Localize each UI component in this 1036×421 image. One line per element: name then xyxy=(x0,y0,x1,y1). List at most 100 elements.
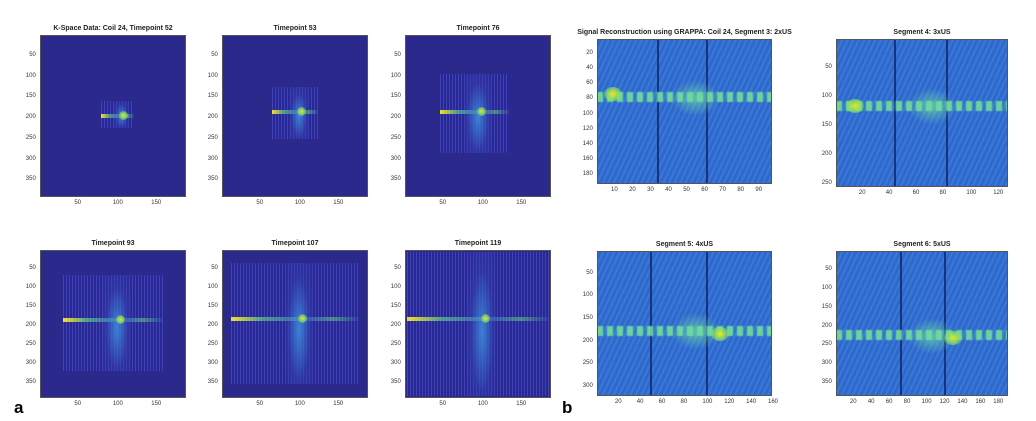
signal-glow xyxy=(908,317,957,354)
x-tick-label: 20 xyxy=(858,190,866,196)
x-tick-label: 150 xyxy=(333,200,344,206)
chart-title: Timepoint 119 xyxy=(454,240,502,247)
panel-label-b: b xyxy=(562,398,573,417)
x-tick-label: 50 xyxy=(74,200,82,206)
heatmap-image xyxy=(597,39,772,184)
y-tick-label: 250 xyxy=(390,134,401,141)
y-tick-label: 100 xyxy=(821,92,832,99)
heatmap-image xyxy=(222,250,368,398)
signal-streak xyxy=(271,110,319,115)
signal-streak xyxy=(101,113,134,118)
signal-peak xyxy=(846,98,865,113)
y-tick-label: 350 xyxy=(25,176,36,183)
y-tick-label: 150 xyxy=(25,302,36,309)
y-tick-label: 150 xyxy=(821,303,832,310)
y-tick-label: 250 xyxy=(25,340,36,347)
y-tick-label: 350 xyxy=(25,378,36,385)
x-tick-label: 140 xyxy=(957,399,968,405)
x-tick-label: 100 xyxy=(477,401,488,407)
y-tick-label: 350 xyxy=(390,176,401,183)
x-tick-label: 20 xyxy=(614,399,622,405)
y-tick-label: 50 xyxy=(29,264,36,271)
y-tick-label: 100 xyxy=(821,284,832,291)
heatmap-image xyxy=(222,35,368,197)
x-tick-label: 150 xyxy=(333,401,344,407)
y-tick-label: 20 xyxy=(586,50,593,57)
chart-title: Segment 5: 4xUS xyxy=(655,241,714,248)
x-tick-label: 80 xyxy=(939,190,947,196)
x-tick-label: 50 xyxy=(256,200,264,206)
chart-title: Timepoint 76 xyxy=(456,25,500,32)
x-tick-label: 100 xyxy=(477,200,488,206)
x-tick-label: 150 xyxy=(151,200,162,206)
y-tick-label: 80 xyxy=(586,95,593,102)
chart-title: K-Space Data: Coil 24, Timepoint 52 xyxy=(53,25,173,32)
x-tick-label: 100 xyxy=(112,401,123,407)
y-tick-label: 100 xyxy=(207,72,218,79)
y-tick-label: 150 xyxy=(25,93,36,100)
x-tick-label: 100 xyxy=(921,399,932,405)
y-tick-label: 200 xyxy=(582,337,593,344)
x-tick-label: 120 xyxy=(993,190,1004,196)
y-tick-label: 150 xyxy=(390,302,401,309)
y-tick-label: 120 xyxy=(582,125,593,132)
center-band xyxy=(284,263,313,384)
y-tick-label: 60 xyxy=(586,80,593,87)
heatmap-image xyxy=(405,250,551,398)
signal-glow xyxy=(670,313,720,350)
x-tick-label: 90 xyxy=(755,187,763,193)
y-tick-label: 350 xyxy=(390,378,401,385)
y-tick-label: 50 xyxy=(394,264,401,271)
y-tick-label: 150 xyxy=(207,302,218,309)
signal-peak xyxy=(297,314,307,324)
y-tick-label: 250 xyxy=(821,341,832,348)
y-tick-label: 300 xyxy=(25,155,36,162)
heatmap-image xyxy=(836,39,1008,187)
acquired-kspace-region xyxy=(231,263,359,384)
x-tick-label: 40 xyxy=(636,399,644,405)
signal-peak xyxy=(119,110,129,120)
y-tick-label: 350 xyxy=(207,378,218,385)
y-tick-label: 100 xyxy=(25,72,36,79)
x-tick-label: 40 xyxy=(885,190,893,196)
heatmap-image xyxy=(40,35,186,197)
chart-title: Timepoint 107 xyxy=(271,240,319,247)
x-tick-label: 140 xyxy=(746,399,757,405)
segment-seam xyxy=(649,251,652,396)
x-tick-label: 20 xyxy=(629,187,636,193)
y-tick-label: 140 xyxy=(582,140,593,147)
y-tick-label: 100 xyxy=(25,283,36,290)
y-tick-label: 300 xyxy=(207,359,218,366)
y-tick-label: 180 xyxy=(582,170,593,177)
acquired-kspace-region xyxy=(406,251,550,397)
signal-peak xyxy=(297,107,307,117)
y-tick-label: 50 xyxy=(586,269,593,276)
x-tick-label: 100 xyxy=(112,200,123,206)
x-tick-label: 50 xyxy=(256,401,264,407)
y-tick-label: 50 xyxy=(211,51,218,58)
signal-peak xyxy=(476,106,486,116)
acquired-kspace-region xyxy=(101,101,134,129)
segment-seam xyxy=(899,251,902,396)
y-tick-label: 200 xyxy=(390,114,401,121)
y-tick-label: 150 xyxy=(582,314,593,321)
x-tick-label: 150 xyxy=(516,401,527,407)
y-tick-label: 50 xyxy=(29,51,36,58)
y-tick-label: 300 xyxy=(390,359,401,366)
signal-peak xyxy=(604,87,622,102)
y-tick-label: 250 xyxy=(582,360,593,367)
y-tick-label: 200 xyxy=(390,321,401,328)
x-tick-label: 20 xyxy=(849,399,857,405)
center-band xyxy=(467,251,496,397)
x-tick-label: 160 xyxy=(975,399,986,405)
heatmap-image xyxy=(597,251,772,396)
segment-seam xyxy=(894,39,897,187)
signal-glow xyxy=(908,87,957,125)
y-tick-label: 200 xyxy=(821,322,832,329)
signal-peak xyxy=(115,315,125,325)
y-tick-label: 350 xyxy=(207,176,218,183)
x-tick-label: 70 xyxy=(719,187,726,193)
y-tick-label: 250 xyxy=(207,134,218,141)
x-tick-label: 160 xyxy=(768,399,779,405)
y-tick-label: 100 xyxy=(390,283,401,290)
